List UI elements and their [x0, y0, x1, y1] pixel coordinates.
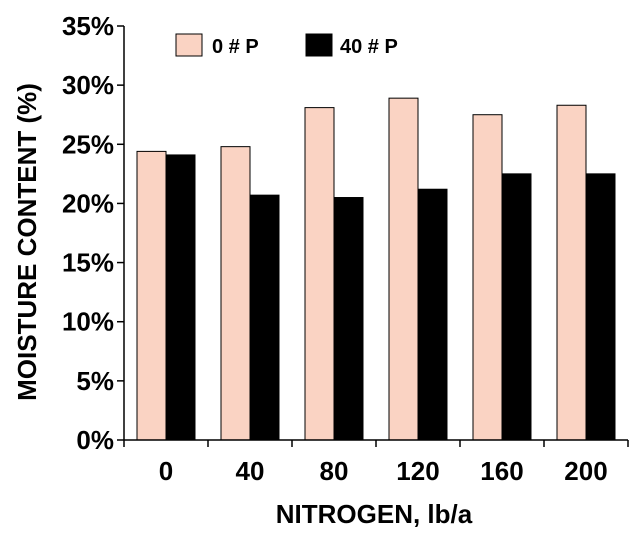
legend-label: 0 # P [212, 36, 259, 58]
bar-series-40p [417, 188, 448, 441]
x-tick-label: 200 [564, 456, 607, 486]
bar-series-40p [501, 173, 532, 441]
bar-series-0p [136, 150, 167, 441]
x-tick-label: 0 [159, 456, 173, 486]
bar-series-40p [333, 197, 364, 441]
bar-series-40p [585, 173, 616, 441]
y-tick-label: 5% [76, 366, 114, 396]
bar-series-0p [220, 146, 251, 441]
bar-series-0p [388, 97, 419, 441]
x-axis-title: NITROGEN, lb/a [276, 499, 473, 529]
bar-series-0p [304, 107, 335, 441]
bar-series-40p [165, 154, 196, 441]
y-tick-label: 15% [62, 248, 114, 278]
x-tick-label: 40 [236, 456, 265, 486]
y-tick-label: 25% [62, 129, 114, 159]
legend-label: 40 # P [340, 36, 398, 58]
legend: 0 # P 40 # P [175, 33, 398, 58]
x-tick-label: 160 [480, 456, 523, 486]
y-ticks-group: 0% 5% 10% 15% 20% 25% 30% 35% [62, 11, 124, 455]
bars-group [136, 97, 616, 441]
y-tick-label: 0% [76, 425, 114, 455]
y-tick-label: 20% [62, 188, 114, 218]
axes-group [123, 26, 628, 441]
legend-swatch [305, 33, 333, 57]
x-ticks-group: 0 40 80 120 160 200 [123, 440, 629, 486]
y-axis-title: MOISTURE CONTENT (%) [12, 83, 42, 401]
x-tick-label: 80 [320, 456, 349, 486]
bar-series-0p [556, 104, 587, 441]
y-tick-label: 10% [62, 307, 114, 337]
y-tick-label: 30% [62, 70, 114, 100]
y-tick-label: 35% [62, 11, 114, 41]
bar-series-0p [472, 114, 503, 441]
legend-swatch [175, 33, 203, 57]
x-tick-label: 120 [396, 456, 439, 486]
bar-series-40p [249, 194, 280, 441]
